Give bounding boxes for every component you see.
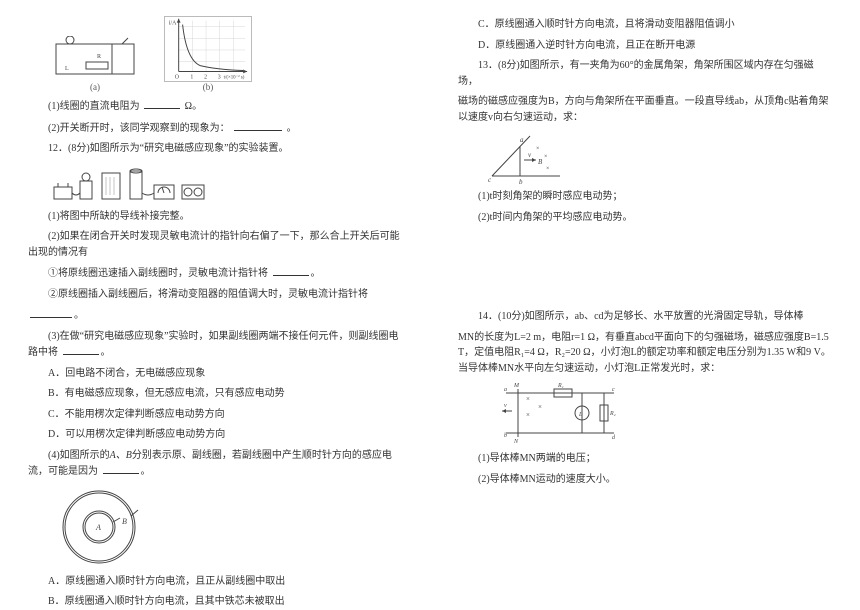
q14-stem-2: MN的长度为L=2 m，电阻r=1 Ω，有垂直abcd平面向下的匀强磁场，磁感应…	[458, 330, 832, 377]
svg-text:v: v	[504, 403, 507, 409]
q13-2: (2)t时间内角架的平均感应电动势。	[458, 210, 832, 226]
q11-circuit: L R	[50, 36, 140, 82]
q11-1-text: (1)线圈的直流电阻为	[48, 101, 140, 112]
q11-graph-wrap: i/A O 1 2 3 t/(×10⁻² s) (b)	[164, 16, 252, 92]
q12-optD: D．可以用楞次定律判断感应电动势方向	[28, 427, 402, 443]
q13-stem-2: 磁场的磁感应强度为B，方向与角架所在平面垂直。一段直导线ab，从顶角c贴着角架以…	[458, 94, 832, 125]
q12-2-ii-blank	[30, 307, 72, 318]
q12-4-optC: C．原线圈通入顺时针方向电流，且将滑动变阻器阻值调小	[458, 17, 832, 33]
q12-part1: (1)将图中所缺的导线补接完整。	[28, 209, 402, 225]
q11-graph: i/A O 1 2 3 t/(×10⁻² s)	[164, 16, 252, 82]
q12-2-ii-text: ②原线圈插入副线圈后，将滑动变阻器的阻值调大时，灵敏电流计指针将	[48, 289, 368, 300]
svg-text:t/(×10⁻² s): t/(×10⁻² s)	[224, 74, 245, 80]
svg-text:O: O	[175, 74, 179, 80]
q13-stem-1: 13．(8分)如图所示，有一夹角为60°的金属角架，角架所围区域内存在匀强磁场，	[458, 58, 832, 89]
q11-part2: (2)开关断开时，该同学观察到的现象为： 。	[28, 120, 402, 137]
svg-text:c: c	[488, 176, 492, 184]
q12-4-optD: D．原线圈通入逆时针方向电流，且正在断开电源	[458, 38, 832, 54]
q12-4-optB: B．原线圈通入顺时针方向电流，且其中铁芯未被取出	[28, 594, 402, 610]
svg-text:B: B	[122, 517, 127, 526]
svg-text:R₂: R₂	[609, 411, 616, 417]
q11-2b: 。	[287, 123, 297, 134]
q12-optB: B．有电磁感应现象，但无感应电流，只有感应电动势	[28, 386, 402, 402]
svg-text:R₁: R₁	[557, 383, 564, 389]
q14-1: (1)导体棒MN两端的电压；	[458, 451, 832, 467]
q11-graph-label: (b)	[164, 82, 252, 92]
gap	[458, 230, 832, 304]
q12-4-blank	[103, 463, 139, 474]
svg-text:L: L	[65, 66, 69, 72]
svg-text:1: 1	[190, 74, 193, 80]
q11-2a: (2)开关断开时，该同学观察到的现象为：	[48, 123, 230, 134]
q12-2-i: ①将原线圈迅速插入副线圈时，灵敏电流计指针将 。	[28, 265, 402, 282]
svg-text:i/A: i/A	[169, 21, 177, 27]
svg-text:×: ×	[538, 403, 542, 411]
svg-text:B: B	[538, 158, 543, 166]
svg-text:2: 2	[204, 74, 207, 80]
left-column: L R (a)	[0, 0, 430, 607]
svg-text:M: M	[513, 383, 520, 389]
q12-part4: (4)如图所示的A、B分别表示原、副线圈，若副线圈中产生顺时针方向的感应电流，可…	[28, 448, 402, 480]
svg-text:d: d	[612, 435, 616, 441]
q13-1: (1)t时刻角架的瞬时感应电动势；	[458, 189, 832, 205]
q11-1-blank	[144, 98, 180, 109]
q12-apparatus-figure	[50, 163, 210, 203]
q12-2-ii: ②原线圈插入副线圈后，将滑动变阻器的阻值调大时，灵敏电流计指针将	[28, 287, 402, 303]
svg-text:L: L	[578, 412, 583, 418]
q12-4-optA: A．原线圈通入顺时针方向电流，且正从副线圈中取出	[28, 574, 402, 590]
svg-text:v: v	[528, 151, 532, 159]
q12-2-ii-blankline: 。	[28, 307, 402, 324]
svg-text:b: b	[504, 433, 507, 439]
q12-4a: (4)如图所示的	[48, 450, 110, 461]
svg-text:N: N	[513, 439, 519, 445]
q11-2-blank	[234, 120, 282, 131]
q12-optA: A．回电路不闭合，无电磁感应现象	[28, 366, 402, 382]
q11-circuit-label: (a)	[50, 82, 140, 92]
svg-text:×: ×	[526, 395, 530, 403]
svg-text:c: c	[612, 387, 615, 393]
q11-figure-row: L R (a)	[50, 16, 402, 92]
right-column: C．原线圈通入顺时针方向电流，且将滑动变阻器阻值调小 D．原线圈通入逆时针方向电…	[430, 0, 860, 607]
svg-text:×: ×	[546, 166, 549, 172]
q11-circuit-wrap: L R (a)	[50, 36, 140, 92]
q12-part3: (3)在做“研究电磁感应现象”实验时，如果副线圈两端不接任何元件，则副线圈电路中…	[28, 329, 402, 361]
q11-1-unit: Ω。	[185, 101, 202, 112]
svg-text:A: A	[95, 523, 101, 532]
q12-4-AB: A、B	[110, 450, 132, 461]
svg-text:R: R	[97, 54, 101, 60]
svg-text:b: b	[519, 178, 523, 184]
q12-optC: C．不能用楞次定律判断感应电动势方向	[28, 407, 402, 423]
svg-text:×: ×	[526, 411, 530, 419]
svg-text:3: 3	[218, 74, 221, 80]
q12-3-blank	[63, 344, 99, 355]
svg-text:a: a	[504, 387, 507, 393]
q12-stem: 12．(8分)如图所示为“研究电磁感应现象”的实验装置。	[28, 141, 402, 157]
svg-text:×: ×	[536, 146, 539, 152]
q12-part2: (2)如果在闭合开关时发现灵敏电流计的指针向右偏了一下，那么合上开关后可能出现的…	[28, 229, 402, 260]
svg-text:a: a	[520, 136, 524, 144]
q14-figure: M N a b c d × × × R₁ L R₂ v	[494, 381, 624, 445]
q14-2: (2)导体棒MN运动的速度大小。	[458, 472, 832, 488]
q12-2-i-blank	[273, 265, 309, 276]
q12-2-i-text: ①将原线圈迅速插入副线圈时，灵敏电流计指针将	[48, 268, 268, 279]
q13-figure: a b c B v × × ×	[486, 130, 566, 184]
q11-part1: (1)线圈的直流电阻为 Ω。	[28, 98, 402, 115]
q12-rings-figure: A B	[58, 486, 140, 568]
page: L R (a)	[0, 0, 860, 607]
q14-stem-1: 14．(10分)如图所示，ab、cd为足够长、水平放置的光滑固定导轨，导体棒	[458, 309, 832, 325]
svg-text:×: ×	[544, 154, 547, 160]
